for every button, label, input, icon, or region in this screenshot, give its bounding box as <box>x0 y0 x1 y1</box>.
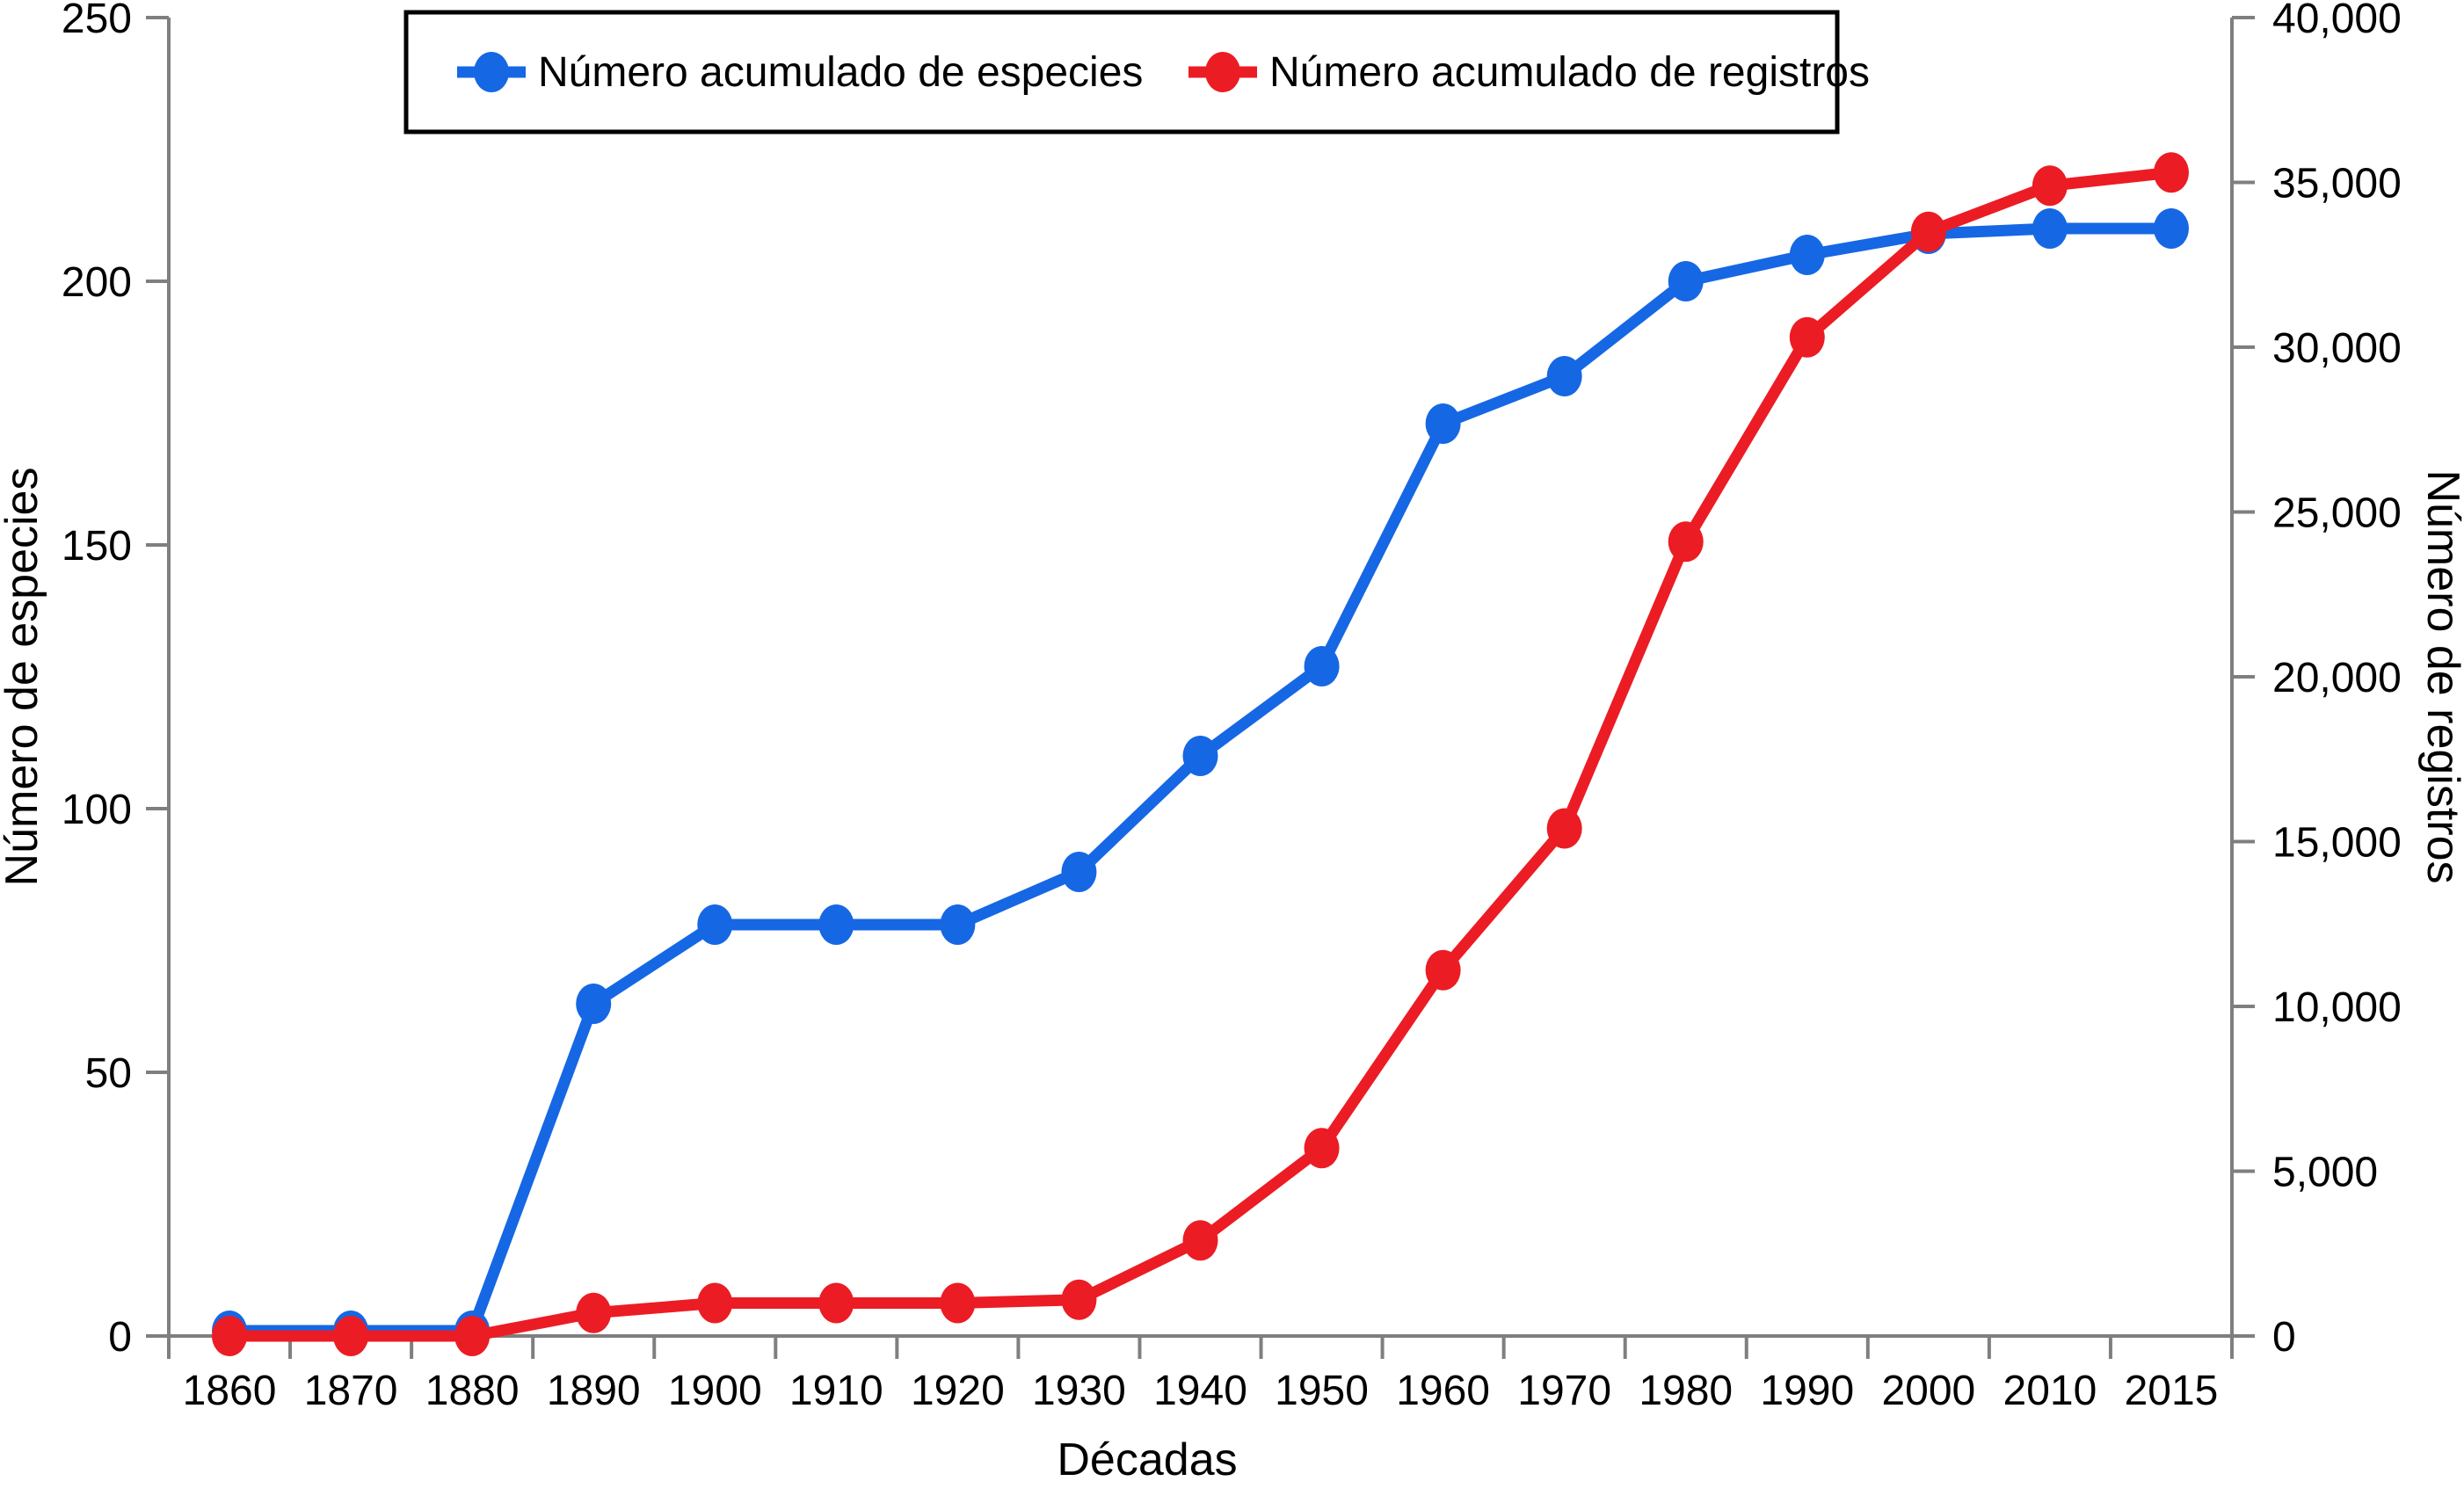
data-point-marker <box>818 1282 854 1324</box>
legend-marker-dot <box>474 52 509 92</box>
left-axis-tick-label: 0 <box>108 1314 132 1361</box>
data-point-marker <box>1789 235 1825 275</box>
right-axis-tick-label: 35,000 <box>2272 161 2402 207</box>
data-point-marker <box>1425 949 1461 991</box>
left-axis-tick-label: 50 <box>85 1050 132 1097</box>
right-axis-tick-label: 10,000 <box>2272 984 2402 1031</box>
data-point-marker <box>940 904 976 945</box>
x-axis-title: Décadas <box>1057 1434 1237 1485</box>
data-point-marker <box>1061 1279 1097 1320</box>
left-axis-tick-label: 200 <box>62 259 132 306</box>
x-axis-tick-label: 1970 <box>1517 1368 1611 1414</box>
right-axis-tick-label: 0 <box>2272 1314 2296 1361</box>
legend-marker-dot <box>1205 52 1240 92</box>
data-point-marker <box>1668 261 1704 301</box>
data-point-marker <box>697 904 733 945</box>
x-axis-tick-label: 1940 <box>1153 1368 1247 1414</box>
legend-label: Número acumulado de registros <box>1269 49 1870 96</box>
legend: Número acumulado de especies Número acumu… <box>403 10 1870 134</box>
right-axis-tick-label: 40,000 <box>2272 0 2402 42</box>
x-axis-tick-label: 1930 <box>1032 1368 1126 1414</box>
right-axis-tick-label: 20,000 <box>2272 655 2402 701</box>
data-point-marker <box>1304 1128 1340 1169</box>
right-axis-title: Número de registros <box>2417 469 2464 883</box>
legend-item-especies: Número acumulado de especies <box>457 49 1143 96</box>
data-point-marker <box>697 1282 733 1324</box>
data-point-marker <box>212 1316 248 1356</box>
x-axis-tick-label: 1910 <box>789 1368 883 1414</box>
data-point-marker <box>1425 403 1461 444</box>
x-axis-tick-label: 1870 <box>304 1368 398 1414</box>
data-point-marker <box>576 984 612 1024</box>
data-point-marker <box>2032 165 2068 207</box>
data-point-marker <box>1668 521 1704 563</box>
x-axis-tick-label: 1920 <box>911 1368 1005 1414</box>
right-axis-tick-label: 5,000 <box>2272 1150 2378 1196</box>
data-point-marker <box>1182 736 1218 776</box>
left-axis-tick-label: 150 <box>62 523 132 570</box>
legend-item-registros: Número acumulado de registros <box>1188 49 1870 96</box>
data-point-marker <box>2153 152 2189 193</box>
x-axis-tick-label: 1900 <box>668 1368 762 1414</box>
right-axis-tick-label: 25,000 <box>2272 490 2402 537</box>
x-axis-tick-label: 1990 <box>1760 1368 1854 1414</box>
left-axis-title: Número de especies <box>0 468 47 887</box>
x-axis-tick-label: 2010 <box>2003 1368 2097 1414</box>
data-point-marker <box>454 1316 491 1356</box>
x-axis-tick-label: 2000 <box>1881 1368 1975 1414</box>
x-axis-tick-label: 1880 <box>425 1368 520 1414</box>
left-axis-tick-label: 100 <box>62 787 132 833</box>
data-point-marker <box>1182 1220 1218 1261</box>
data-point-marker <box>940 1282 976 1324</box>
data-point-marker <box>576 1292 612 1333</box>
data-point-marker <box>2153 208 2189 249</box>
data-point-marker <box>1910 211 1946 252</box>
legend-label: Número acumulado de especies <box>538 49 1143 96</box>
data-point-marker <box>2032 208 2068 249</box>
data-point-marker <box>1304 646 1340 686</box>
x-axis-tick-label: 2015 <box>2125 1368 2219 1414</box>
x-axis-tick-label: 1950 <box>1275 1368 1369 1414</box>
data-point-marker <box>1546 808 1582 849</box>
x-axis-tick-label: 1980 <box>1639 1368 1733 1414</box>
data-point-marker <box>818 904 854 945</box>
x-axis-tick-label: 1890 <box>547 1368 641 1414</box>
series-line-0 <box>223 222 2177 1337</box>
right-axis-tick-label: 15,000 <box>2272 820 2402 867</box>
right-axis-tick-label: 30,000 <box>2272 325 2402 372</box>
data-point-marker <box>1546 356 1582 396</box>
data-point-marker <box>1061 852 1097 892</box>
x-axis-tick-label: 1860 <box>183 1368 277 1414</box>
x-axis-tick-label: 1960 <box>1396 1368 1490 1414</box>
data-point-marker <box>1789 316 1825 358</box>
left-axis-tick-label: 250 <box>62 0 132 42</box>
data-point-marker <box>333 1316 369 1356</box>
legend-box <box>403 10 1840 134</box>
